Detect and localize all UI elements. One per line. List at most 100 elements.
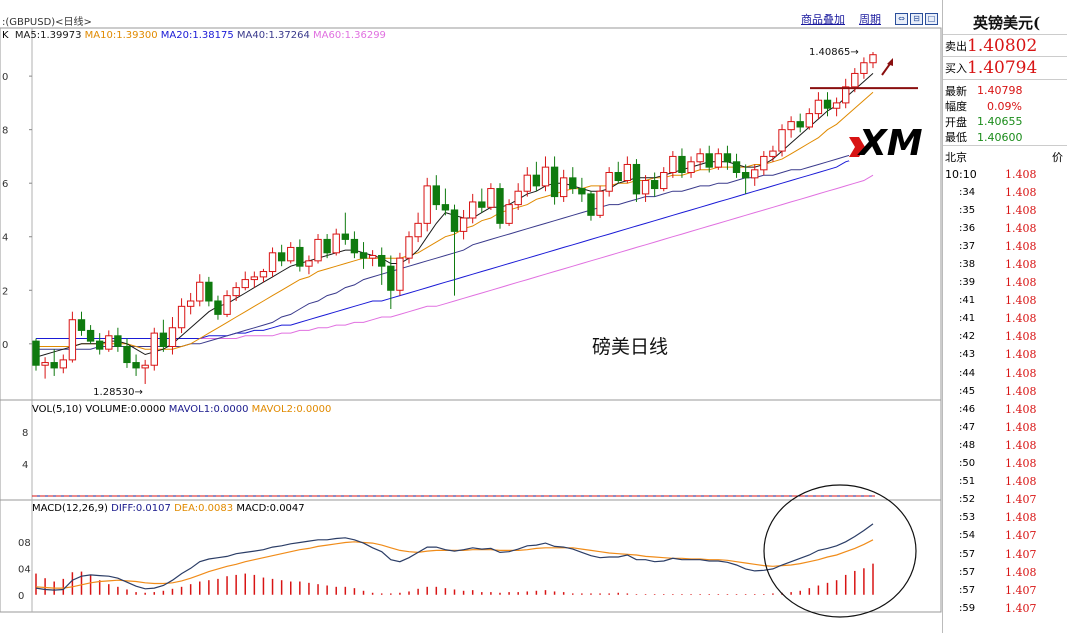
candle-body xyxy=(68,319,77,361)
candle-body xyxy=(132,362,140,369)
candle-body xyxy=(159,332,168,347)
candle-body xyxy=(823,99,832,109)
tick-price: 1.408 xyxy=(1005,239,1037,253)
candle-body xyxy=(123,345,131,364)
period-link[interactable]: 周期 xyxy=(859,13,881,26)
tick-row: :37 1.408 xyxy=(943,237,1067,255)
ticks-header: 北京 价 xyxy=(943,145,1067,165)
candle-body xyxy=(114,335,122,347)
tick-row: :57 1.407 xyxy=(943,581,1067,599)
overlay-link[interactable]: 商品叠加 xyxy=(801,13,845,26)
tick-price: 1.408 xyxy=(1005,457,1037,471)
tick-price: 1.407 xyxy=(1005,493,1037,507)
tick-time: :48 xyxy=(959,439,976,451)
tick-time: :36 xyxy=(959,222,976,234)
price-tick-label: 0 xyxy=(2,340,8,351)
candle-body xyxy=(587,193,595,216)
tick-time: :42 xyxy=(959,331,976,343)
tick-time: :57 xyxy=(959,548,976,560)
candle-body xyxy=(96,340,104,350)
dea-label: DEA:0.0083 xyxy=(174,503,234,514)
ticks-price-header: 价 xyxy=(1052,151,1063,164)
trend-arrow-head xyxy=(887,58,893,66)
candle-body xyxy=(332,233,340,254)
candle-body xyxy=(378,254,386,267)
candle-body xyxy=(196,281,204,302)
stat-value: 1.40798 xyxy=(977,84,1023,98)
tick-time: :39 xyxy=(959,277,976,289)
quote-panel: 英镑美元( 卖出 1.40802 买入 1.40794 最新 1.40798 幅… xyxy=(942,0,1067,633)
tick-row: :50 1.408 xyxy=(943,455,1067,473)
stat-open: 开盘 1.40655 xyxy=(943,114,1067,130)
candle-body xyxy=(796,121,804,128)
tick-row: :57 1.407 xyxy=(943,545,1067,563)
ma60-label: MA60:1.36299 xyxy=(313,30,386,41)
tick-row: :38 1.408 xyxy=(943,255,1067,273)
volume-tick-label: 8 xyxy=(22,428,28,439)
tick-time: :57 xyxy=(959,566,976,578)
ma40-label: MA40:1.37264 xyxy=(236,30,310,41)
stat-change: 幅度 0.09% xyxy=(943,99,1067,115)
candle-body xyxy=(414,222,422,238)
candle-body xyxy=(177,305,186,329)
volume-label: VOLUME:0.0000 xyxy=(85,404,166,415)
candle-body xyxy=(814,99,823,115)
tick-row: :57 1.408 xyxy=(943,563,1067,581)
tick-time: :35 xyxy=(959,204,976,216)
candle-body xyxy=(86,329,95,342)
macd-value-label: MACD:0.0047 xyxy=(236,503,305,514)
candle-body xyxy=(214,300,222,315)
buy-row: 买入 1.40794 xyxy=(943,57,1067,80)
tick-row: :54 1.407 xyxy=(943,527,1067,545)
candle-body xyxy=(860,62,868,74)
stat-latest: 最新 1.40798 xyxy=(943,83,1067,99)
tick-price: 1.407 xyxy=(1005,547,1037,561)
tick-price: 1.408 xyxy=(1005,348,1037,362)
tick-time: :41 xyxy=(959,295,976,307)
mavol2-label: MAVOL2:0.0000 xyxy=(251,404,332,415)
candle-body xyxy=(523,174,531,192)
restore-icon[interactable]: ⇔ xyxy=(895,13,908,25)
price-tick-label: 0 xyxy=(2,72,8,83)
stat-value: 1.40600 xyxy=(977,130,1023,144)
tile-icon[interactable]: ⊟ xyxy=(910,13,923,25)
chart-area[interactable]: 0 8 6 4 2 0 1.40865→ 1.28530→ 8 4 08 04 0 :(GBPUSD)<… xyxy=(0,0,942,633)
ma10-label: MA10:1.39300 xyxy=(84,30,158,41)
candle-body xyxy=(605,171,613,192)
candle-body xyxy=(150,332,158,366)
candle-body xyxy=(723,153,732,163)
candle-body xyxy=(287,246,295,262)
tick-price: 1.408 xyxy=(1005,203,1037,217)
candle-body xyxy=(632,163,641,195)
candle-body xyxy=(751,169,759,179)
mavol1-label: MAVOL1:0.0000 xyxy=(168,404,249,415)
sell-label: 卖出 xyxy=(945,39,967,53)
candle-body xyxy=(669,155,677,173)
candle-body xyxy=(432,185,440,206)
macd-tick-label: 08 xyxy=(18,538,31,549)
candle-body xyxy=(696,153,704,163)
tick-list[interactable]: 10:10 1.408:34 1.408:35 1.408:36 1.408:37 1.4… xyxy=(943,165,1067,617)
candle-body xyxy=(441,204,450,211)
diff-line xyxy=(35,523,874,591)
stat-label: 最新 xyxy=(945,84,967,98)
xm-logo-graphic: XM xyxy=(849,123,923,164)
stat-value: 0.09% xyxy=(987,99,1022,113)
tick-time: :43 xyxy=(959,349,976,361)
sell-value: 1.40802 xyxy=(967,35,1038,56)
tick-time: :45 xyxy=(959,385,976,397)
maximize-icon[interactable]: □ xyxy=(925,13,938,25)
tick-price: 1.408 xyxy=(1005,384,1037,398)
tick-price: 1.408 xyxy=(1005,475,1037,489)
candle-body xyxy=(250,276,259,281)
chart-frame xyxy=(0,27,942,613)
candle-body xyxy=(168,327,177,347)
tick-row: :41 1.408 xyxy=(943,310,1067,328)
stat-label: 最低 xyxy=(945,131,967,145)
tick-price: 1.408 xyxy=(1005,221,1037,235)
vol-label: VOL(5,10) xyxy=(32,404,83,415)
stat-label: 开盘 xyxy=(945,115,967,129)
candle-body xyxy=(705,153,713,168)
tick-time: :54 xyxy=(959,530,976,542)
